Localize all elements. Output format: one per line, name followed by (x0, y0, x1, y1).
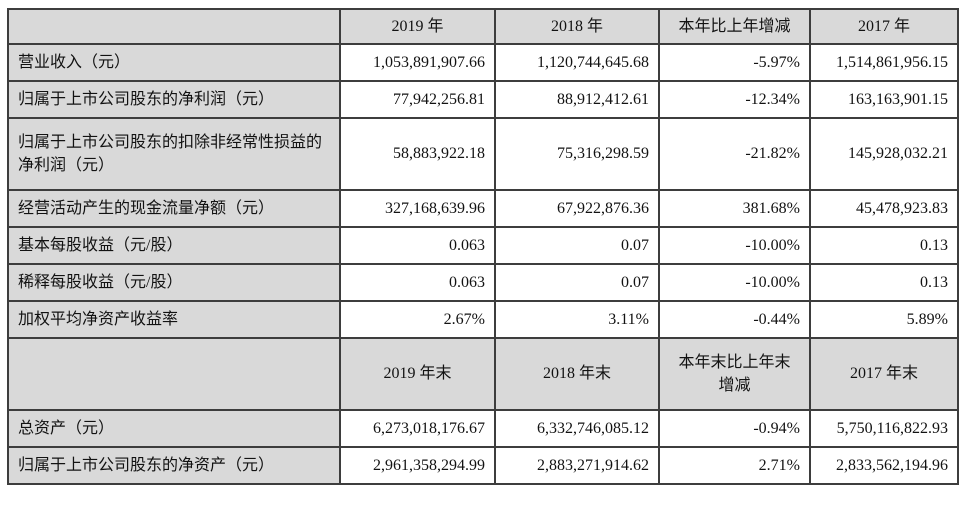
column-header-2017-end: 2017 年末 (809, 337, 959, 411)
value-cell-2017: 2,833,562,194.96 (809, 446, 959, 485)
value-cell-2018: 67,922,876.36 (494, 189, 660, 228)
table-row-net-profit-excl-nonrecurring: 归属于上市公司股东的扣除非经常性损益的净利润（元） 58,883,922.18 … (7, 117, 959, 191)
value-cell-change: 381.68% (658, 189, 811, 228)
column-header-2019-end: 2019 年末 (339, 337, 496, 411)
row-label: 归属于上市公司股东的扣除非经常性损益的净利润（元） (7, 117, 341, 191)
value-cell-change: -21.82% (658, 117, 811, 191)
row-label: 加权平均净资产收益率 (7, 300, 341, 339)
value-cell-2018: 0.07 (494, 263, 660, 302)
value-cell-change: -10.00% (658, 226, 811, 265)
header-row-annual: 2019 年 2018 年 本年比上年增减 2017 年 (7, 8, 959, 45)
value-cell-2018: 0.07 (494, 226, 660, 265)
table-row-operating-cash-flow: 经营活动产生的现金流量净额（元） 327,168,639.96 67,922,8… (7, 189, 959, 228)
row-label: 归属于上市公司股东的净资产（元） (7, 446, 341, 485)
row-label: 总资产（元） (7, 409, 341, 448)
value-cell-change: -10.00% (658, 263, 811, 302)
table-row-net-profit: 归属于上市公司股东的净利润（元） 77,942,256.81 88,912,41… (7, 80, 959, 119)
value-cell-2017: 5.89% (809, 300, 959, 339)
value-cell-2019: 0.063 (339, 263, 496, 302)
row-label: 基本每股收益（元/股） (7, 226, 341, 265)
value-cell-2019: 58,883,922.18 (339, 117, 496, 191)
row-label: 营业收入（元） (7, 43, 341, 82)
value-cell-2018: 3.11% (494, 300, 660, 339)
corner-cell (7, 8, 341, 45)
value-cell-2018: 75,316,298.59 (494, 117, 660, 191)
value-cell-2019: 6,273,018,176.67 (339, 409, 496, 448)
value-cell-2017: 1,514,861,956.15 (809, 43, 959, 82)
value-cell-change: -0.44% (658, 300, 811, 339)
column-header-end-change: 本年末比上年末增减 (658, 337, 811, 411)
column-header-yoy-change: 本年比上年增减 (658, 8, 811, 45)
value-cell-2018: 1,120,744,645.68 (494, 43, 660, 82)
value-cell-2018: 6,332,746,085.12 (494, 409, 660, 448)
value-cell-2019: 0.063 (339, 226, 496, 265)
table-row-basic-eps: 基本每股收益（元/股） 0.063 0.07 -10.00% 0.13 (7, 226, 959, 265)
column-header-2018-end: 2018 年末 (494, 337, 660, 411)
column-header-end-change-text: 本年末比上年末增减 (678, 353, 791, 394)
column-header-2017: 2017 年 (809, 8, 959, 45)
value-cell-2019: 2.67% (339, 300, 496, 339)
value-cell-change: -0.94% (658, 409, 811, 448)
value-cell-change: -12.34% (658, 80, 811, 119)
table-row-diluted-eps: 稀释每股收益（元/股） 0.063 0.07 -10.00% 0.13 (7, 263, 959, 302)
value-cell-2018: 88,912,412.61 (494, 80, 660, 119)
value-cell-2019: 77,942,256.81 (339, 80, 496, 119)
table-row-total-assets: 总资产（元） 6,273,018,176.67 6,332,746,085.12… (7, 409, 959, 448)
column-header-2018: 2018 年 (494, 8, 660, 45)
header-row-period-end: 2019 年末 2018 年末 本年末比上年末增减 2017 年末 (7, 337, 959, 411)
table-row-net-assets: 归属于上市公司股东的净资产（元） 2,961,358,294.99 2,883,… (7, 446, 959, 485)
corner-cell (7, 337, 341, 411)
value-cell-2017: 0.13 (809, 226, 959, 265)
value-cell-2019: 1,053,891,907.66 (339, 43, 496, 82)
table-row-revenue: 营业收入（元） 1,053,891,907.66 1,120,744,645.6… (7, 43, 959, 82)
financial-summary-table: 2019 年 2018 年 本年比上年增减 2017 年 营业收入（元） 1,0… (7, 8, 959, 485)
row-label: 归属于上市公司股东的净利润（元） (7, 80, 341, 119)
value-cell-2017: 145,928,032.21 (809, 117, 959, 191)
value-cell-2018: 2,883,271,914.62 (494, 446, 660, 485)
value-cell-2017: 0.13 (809, 263, 959, 302)
value-cell-2017: 45,478,923.83 (809, 189, 959, 228)
value-cell-2017: 163,163,901.15 (809, 80, 959, 119)
value-cell-change: 2.71% (658, 446, 811, 485)
row-label: 经营活动产生的现金流量净额（元） (7, 189, 341, 228)
value-cell-change: -5.97% (658, 43, 811, 82)
value-cell-2019: 2,961,358,294.99 (339, 446, 496, 485)
table-row-weighted-avg-roe: 加权平均净资产收益率 2.67% 3.11% -0.44% 5.89% (7, 300, 959, 339)
value-cell-2019: 327,168,639.96 (339, 189, 496, 228)
column-header-2019: 2019 年 (339, 8, 496, 45)
row-label: 稀释每股收益（元/股） (7, 263, 341, 302)
value-cell-2017: 5,750,116,822.93 (809, 409, 959, 448)
